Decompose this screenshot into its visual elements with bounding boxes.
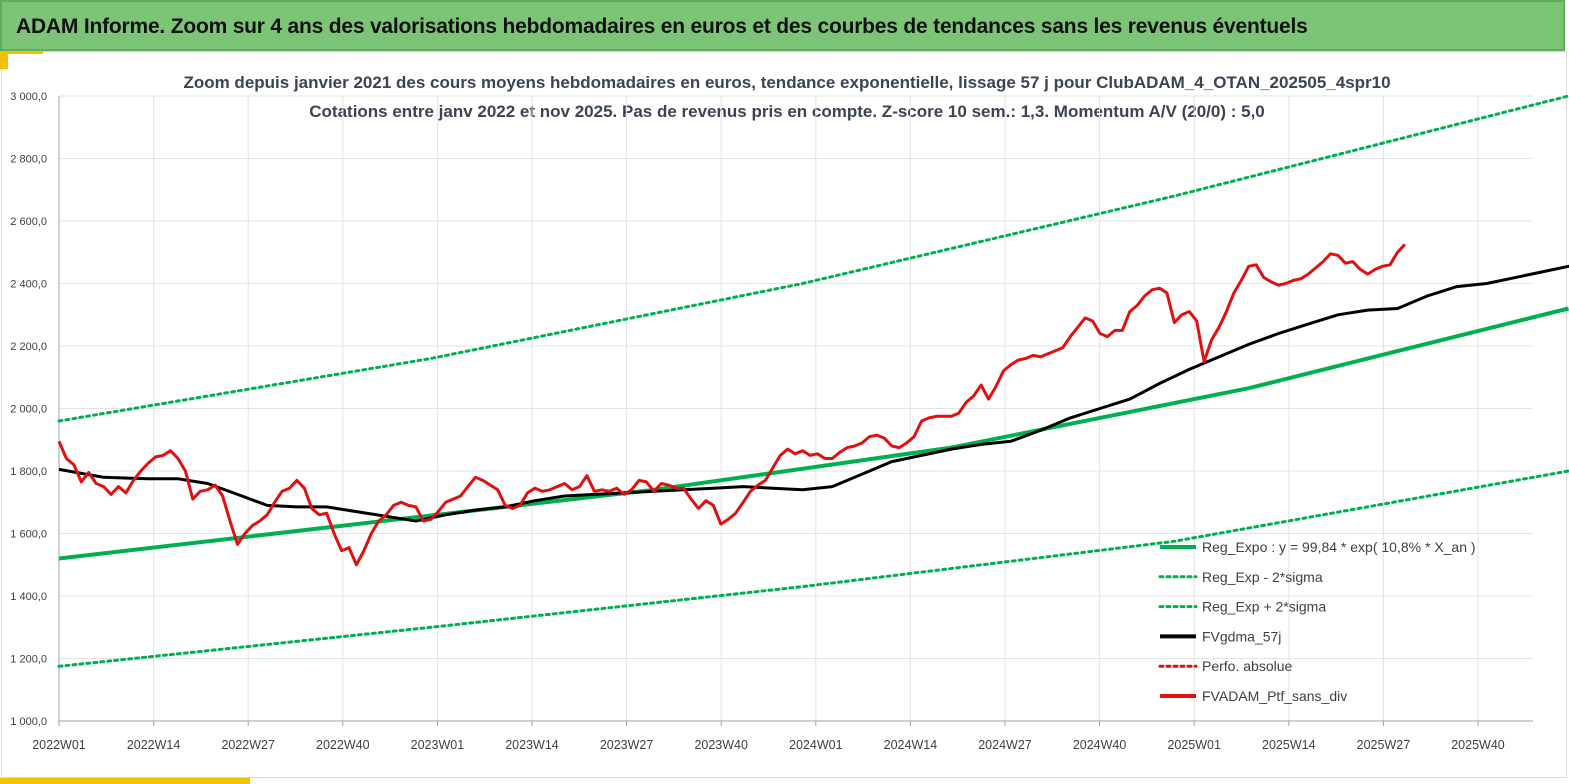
chart-frame — [1, 51, 1567, 778]
legend-label: Reg_Expo : y = 99,84 * exp( 10,8% * X_an… — [1202, 539, 1476, 555]
x-tick-label: 2024W27 — [978, 738, 1032, 752]
x-tick-label: 2025W40 — [1451, 738, 1505, 752]
x-tick-label: 2023W14 — [505, 738, 559, 752]
y-tick-label: 2 600,0 — [10, 216, 47, 228]
legend-label: FVgdma_57j — [1202, 628, 1281, 644]
y-tick-label: 1 400,0 — [10, 591, 47, 603]
accent-bar-top — [8, 51, 43, 54]
y-tick-label: 2 800,0 — [10, 154, 47, 166]
legend-label: FVADAM_Ptf_sans_div — [1202, 688, 1347, 704]
x-tick-label: 2022W01 — [32, 738, 86, 752]
y-tick-label: 2 200,0 — [10, 341, 47, 353]
page-title: ADAM Informe. Zoom sur 4 ans des valoris… — [16, 15, 1308, 38]
chart-subtitle: Cotations entre janv 2022 et nov 2025. P… — [309, 102, 1265, 121]
header-banner: ADAM Informe. Zoom sur 4 ans des valoris… — [0, 0, 1565, 51]
y-tick-label: 1 800,0 — [10, 466, 47, 478]
legend: Reg_Expo : y = 99,84 * exp( 10,8% * X_an… — [1158, 539, 1476, 704]
x-tick-label: 2024W01 — [789, 738, 843, 752]
accent-bar-left — [0, 51, 8, 69]
series-line-0 — [58, 306, 1569, 561]
y-tick-label: 2 400,0 — [10, 279, 47, 291]
x-tick-label: 2025W27 — [1357, 738, 1411, 752]
accent-bar-bottom — [0, 778, 250, 784]
y-tick-label: 1 000,0 — [10, 716, 47, 728]
legend-label: Perfo. absolue — [1202, 658, 1292, 674]
x-tick-label: 2022W14 — [127, 738, 181, 752]
series-line-3 — [58, 264, 1569, 523]
series-line-2 — [57, 94, 1569, 423]
y-axis: 3 000,0 2 800,0 2 600,0 2 400,0 2 200,0 2 000… — [10, 91, 47, 728]
x-tick-label: 2024W14 — [884, 738, 938, 752]
y-tick-label: 1 600,0 — [10, 529, 47, 541]
y-tick-label: 2 000,0 — [10, 404, 47, 416]
x-tick-label: 2023W01 — [411, 738, 465, 752]
x-tick-label: 2023W40 — [694, 738, 748, 752]
x-axis: 2022W01 2022W14 2022W27 2022W40 2023W01 2023W… — [32, 721, 1505, 752]
x-tick-label: 2022W27 — [221, 738, 275, 752]
x-tick-label: 2022W40 — [316, 738, 370, 752]
x-tick-label: 2023W27 — [600, 738, 654, 752]
y-tick-label: 1 200,0 — [10, 654, 47, 666]
y-tick-label: 3 000,0 — [10, 91, 47, 103]
chart-title: Zoom depuis janvier 2021 des cours moyen… — [183, 73, 1390, 92]
legend-label: Reg_Exp - 2*sigma — [1202, 569, 1323, 585]
x-tick-label: 2025W01 — [1167, 738, 1221, 752]
x-tick-label: 2024W40 — [1073, 738, 1127, 752]
x-tick-label: 2025W14 — [1262, 738, 1316, 752]
series-line-5 — [57, 243, 1406, 567]
series-group — [57, 94, 1569, 668]
grid — [58, 95, 1533, 722]
legend-label: Reg_Exp + 2*sigma — [1202, 599, 1326, 615]
series-line-1 — [57, 469, 1569, 668]
